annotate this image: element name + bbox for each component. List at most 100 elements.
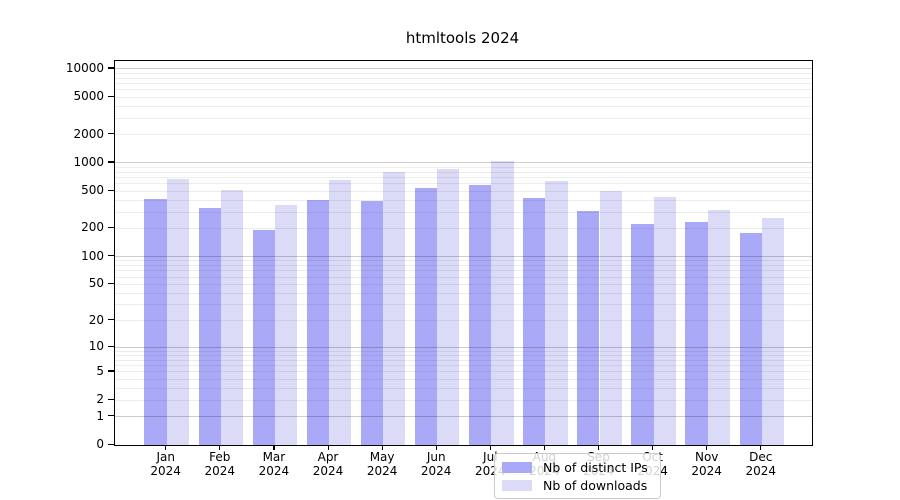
x-tick-label: Dec 2024 [745,450,777,478]
minor-gridline [115,77,812,79]
bar [274,205,298,445]
bar [360,201,384,445]
bar [437,168,460,445]
bar [329,180,352,445]
x-tick-mark [381,445,383,450]
minor-gridline [115,199,812,201]
y-tick-mark [108,443,114,445]
major-gridline [115,68,812,70]
y-tick-label: 10000 [65,60,104,75]
chart-title: htmltools 2024 [405,29,520,47]
x-tick-label: Jun 2024 [420,450,452,478]
bar [739,232,762,445]
y-tick-label: 2000 [73,126,104,141]
y-tick-mark [108,161,114,163]
bar [631,223,654,445]
x-tick-mark [543,445,546,450]
minor-gridline [115,83,812,85]
minor-gridline [115,211,812,213]
minor-gridline [115,320,812,322]
minor-gridline [115,96,812,98]
major-gridline [115,346,812,348]
y-tick-label: 20 [88,312,104,327]
bar [685,221,708,445]
minor-gridline [115,260,812,262]
bar [144,198,167,445]
y-tick-label: 200 [81,220,104,235]
legend-row: Nb of distinct IPs [502,460,653,475]
bar [383,171,406,445]
minor-gridline [115,105,812,107]
x-tick-mark [760,445,762,450]
minor-gridline [115,190,812,192]
legend-label: Nb of downloads [543,477,648,493]
minor-gridline [115,265,812,267]
x-tick-label: Feb 2024 [204,450,236,478]
x-tick-label: May 2024 [366,450,398,478]
legend-swatch [502,461,532,473]
minor-gridline [115,350,812,352]
y-tick-mark [108,415,114,417]
minor-gridline [115,387,812,389]
y-tick-label: 2 [96,392,104,407]
y-tick-mark [108,67,114,69]
minor-gridline [115,89,812,91]
bar [599,190,622,445]
minor-gridline [115,166,812,168]
x-tick-mark [165,445,167,450]
major-gridline [115,416,812,418]
y-tick-mark [108,189,114,191]
legend-label: Nb of distinct IPs [543,459,648,475]
minor-gridline [115,117,812,119]
y-tick-label: 50 [88,276,104,291]
x-tick-mark [598,445,600,450]
minor-gridline [115,354,812,356]
legend-swatch [502,479,532,491]
y-tick-label: 1000 [73,154,104,169]
bar [198,207,221,445]
minor-gridline [115,177,812,178]
bars-layer [115,61,812,445]
x-tick-mark [219,445,221,450]
legend: Nb of distinct IPs Nb of downloads [494,453,661,499]
y-tick-mark [108,345,114,347]
bar [252,229,275,445]
minor-gridline [115,134,812,136]
major-gridline [115,162,812,164]
x-tick-label: Apr 2024 [312,450,344,478]
bar [545,180,568,445]
x-tick-label: Mar 2024 [258,450,290,478]
minor-gridline [115,378,812,380]
x-tick-mark [652,445,654,450]
y-tick-label: 10 [88,339,104,354]
bar [523,197,546,445]
minor-gridline [115,292,812,294]
y-tick-label: 500 [81,183,104,198]
x-tick-mark [706,445,708,450]
plot-area: Nb of distinct IPs Nb of downloads [114,60,813,499]
y-tick-mark [108,226,114,229]
bar [166,178,189,445]
x-tick-mark [327,445,329,450]
minor-gridline [115,171,812,173]
bar [469,185,492,445]
y-tick-mark [108,319,114,321]
minor-gridline [115,359,812,361]
y-tick-mark [108,282,114,285]
minor-gridline [115,365,812,367]
bar [707,210,730,445]
y-tick-label: 0 [96,437,104,451]
minor-gridline [115,227,812,229]
minor-gridline [115,304,812,306]
x-tick-mark [273,445,275,450]
minor-gridline [115,72,812,74]
y-tick-mark [108,255,114,257]
minor-gridline [115,276,812,278]
y-tick-label: 100 [81,248,104,263]
y-tick-label: 5000 [73,89,104,104]
major-gridline [115,256,812,258]
bar [577,211,600,445]
minor-gridline [115,399,812,401]
x-tick-mark [489,445,491,450]
